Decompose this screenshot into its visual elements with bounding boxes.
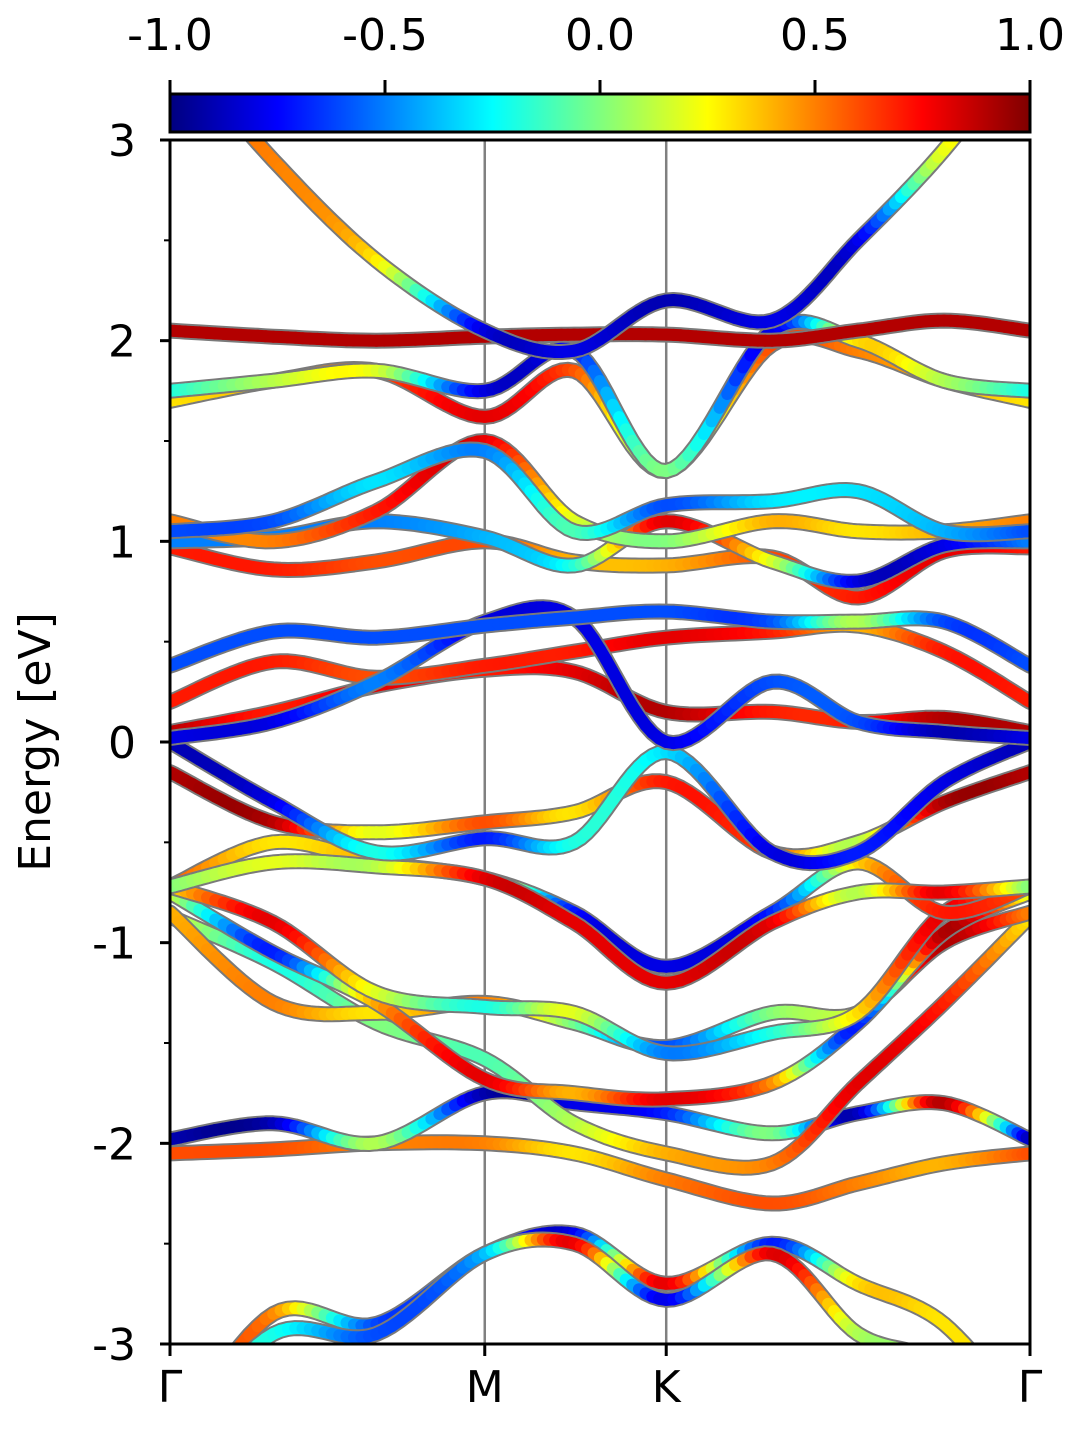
colorbar-tick-label: -1.0	[127, 10, 213, 61]
x-tick-label: Γ	[158, 1362, 183, 1413]
band-line	[170, 853, 1030, 991]
band-line	[170, 878, 1030, 1062]
band-line	[170, 1134, 1030, 1212]
x-tick-label: K	[652, 1362, 682, 1413]
y-tick-label: 3	[108, 116, 136, 167]
band-line	[244, 140, 963, 360]
y-tick-label: 0	[108, 718, 136, 769]
colorbar-ticks: -1.0 -0.5 0.0 0.5 1.0	[127, 10, 1065, 94]
band-line	[246, 1231, 916, 1344]
bands	[170, 140, 1030, 1344]
colorbar-tick-label: 0.5	[780, 10, 850, 61]
colorbar-gradient	[168, 92, 1032, 134]
y-axis-label: Energy [eV]	[10, 612, 61, 872]
y-tick-label: -3	[92, 1320, 136, 1371]
band-line	[170, 734, 1030, 872]
y-tick-label: 2	[108, 317, 136, 368]
x-tick-label: M	[466, 1362, 504, 1413]
band-line	[170, 599, 1030, 752]
y-tick-label: -1	[92, 919, 136, 970]
band-line	[170, 441, 1030, 543]
colorbar-tick-label: 1.0	[995, 10, 1065, 61]
y-axis: 3 2 1 0 -1 -2 -3	[92, 116, 170, 1371]
colorbar-tick-label: 0.0	[565, 10, 635, 61]
plot-area	[170, 140, 1030, 1344]
x-tick-label: Γ	[1018, 1362, 1043, 1413]
y-tick-label: -2	[92, 1119, 136, 1170]
colorbar: -1.0 -0.5 0.0 0.5 1.0	[127, 10, 1065, 134]
y-tick-label: 1	[108, 517, 136, 568]
band-line	[170, 603, 1030, 674]
colorbar-tick-label: -0.5	[342, 10, 428, 61]
band-line	[170, 313, 1030, 480]
band-line	[170, 312, 1030, 349]
